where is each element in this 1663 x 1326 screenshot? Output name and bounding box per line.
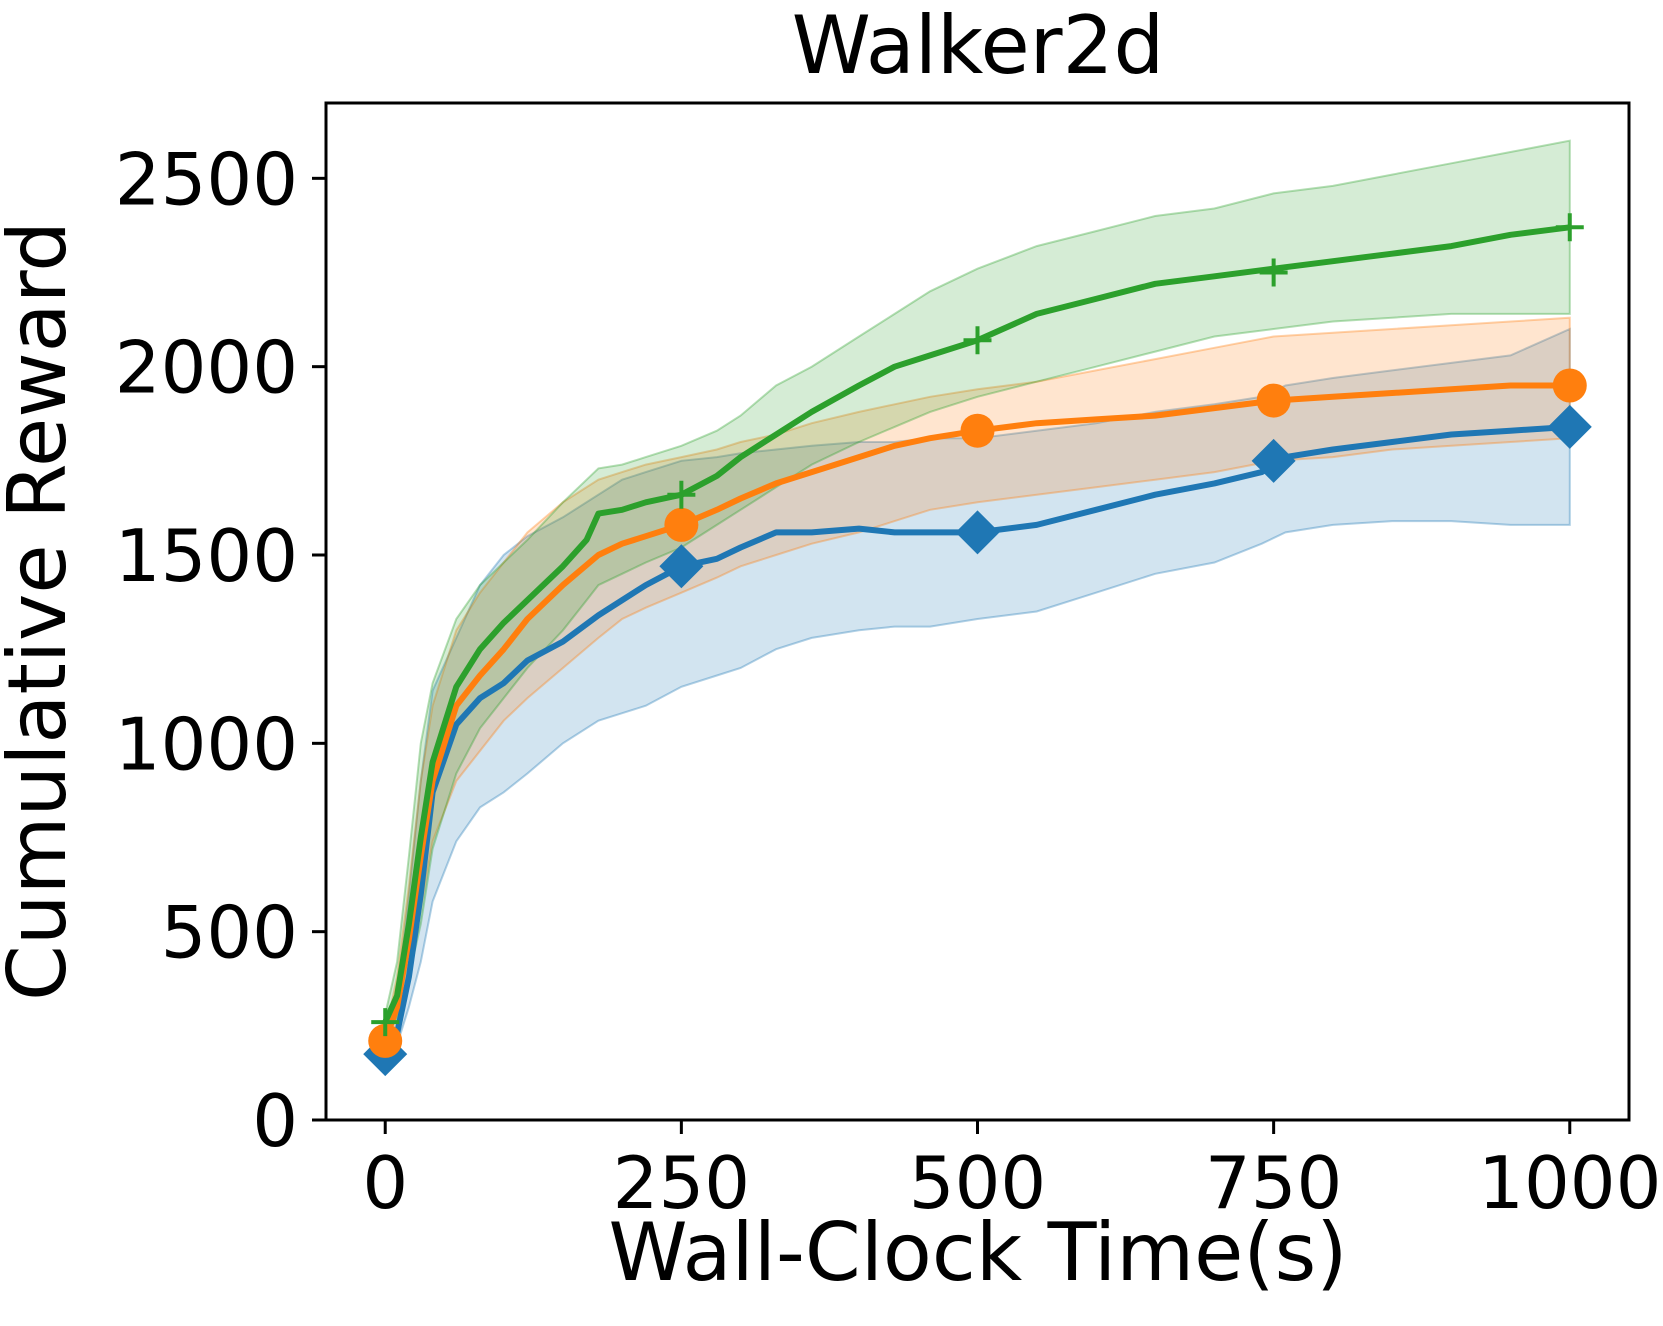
y-tick-label: 2000 xyxy=(115,326,298,410)
y-tick-label: 0 xyxy=(252,1079,298,1163)
x-tick-label: 1000 xyxy=(1478,1141,1661,1225)
y-axis: 0 500 1000 1500 2000 2500 xyxy=(115,137,326,1163)
series-2-marker xyxy=(963,326,992,355)
series-1-marker xyxy=(664,507,699,542)
series-0-marker xyxy=(955,510,1000,555)
y-tick-label: 2500 xyxy=(115,137,298,221)
x-tick-label: 250 xyxy=(613,1141,750,1225)
y-axis-label: Cumulative Reward xyxy=(0,221,84,1001)
x-tick-label: 750 xyxy=(1205,1141,1342,1225)
series-0-marker xyxy=(1251,438,1296,483)
series-2-marker xyxy=(1555,213,1584,242)
y-tick-label: 1000 xyxy=(115,702,298,786)
series-1-marker xyxy=(368,1023,403,1058)
y-tick-label: 1500 xyxy=(115,514,298,598)
series-2-marker xyxy=(371,1008,400,1037)
x-axis-label: Wall-Clock Time(s) xyxy=(609,1206,1348,1299)
x-tick-label: 0 xyxy=(362,1141,408,1225)
series-1-marker xyxy=(1256,383,1291,418)
series-2-band xyxy=(384,139,1571,1032)
plot-area xyxy=(363,139,1592,1077)
x-tick-label: 500 xyxy=(909,1141,1046,1225)
x-axis: 0 250 500 750 1000 xyxy=(362,1120,1661,1225)
series-2-line xyxy=(382,224,1571,1024)
series-1-marker xyxy=(1552,368,1587,403)
series-0-marker xyxy=(1547,404,1592,449)
series-1-marker xyxy=(960,413,995,448)
series-2-marker xyxy=(667,480,696,509)
series-2-marker xyxy=(1259,258,1288,287)
chart-title: Walker2d xyxy=(792,0,1165,92)
series-0-marker xyxy=(659,544,704,589)
y-tick-label: 500 xyxy=(161,891,298,975)
